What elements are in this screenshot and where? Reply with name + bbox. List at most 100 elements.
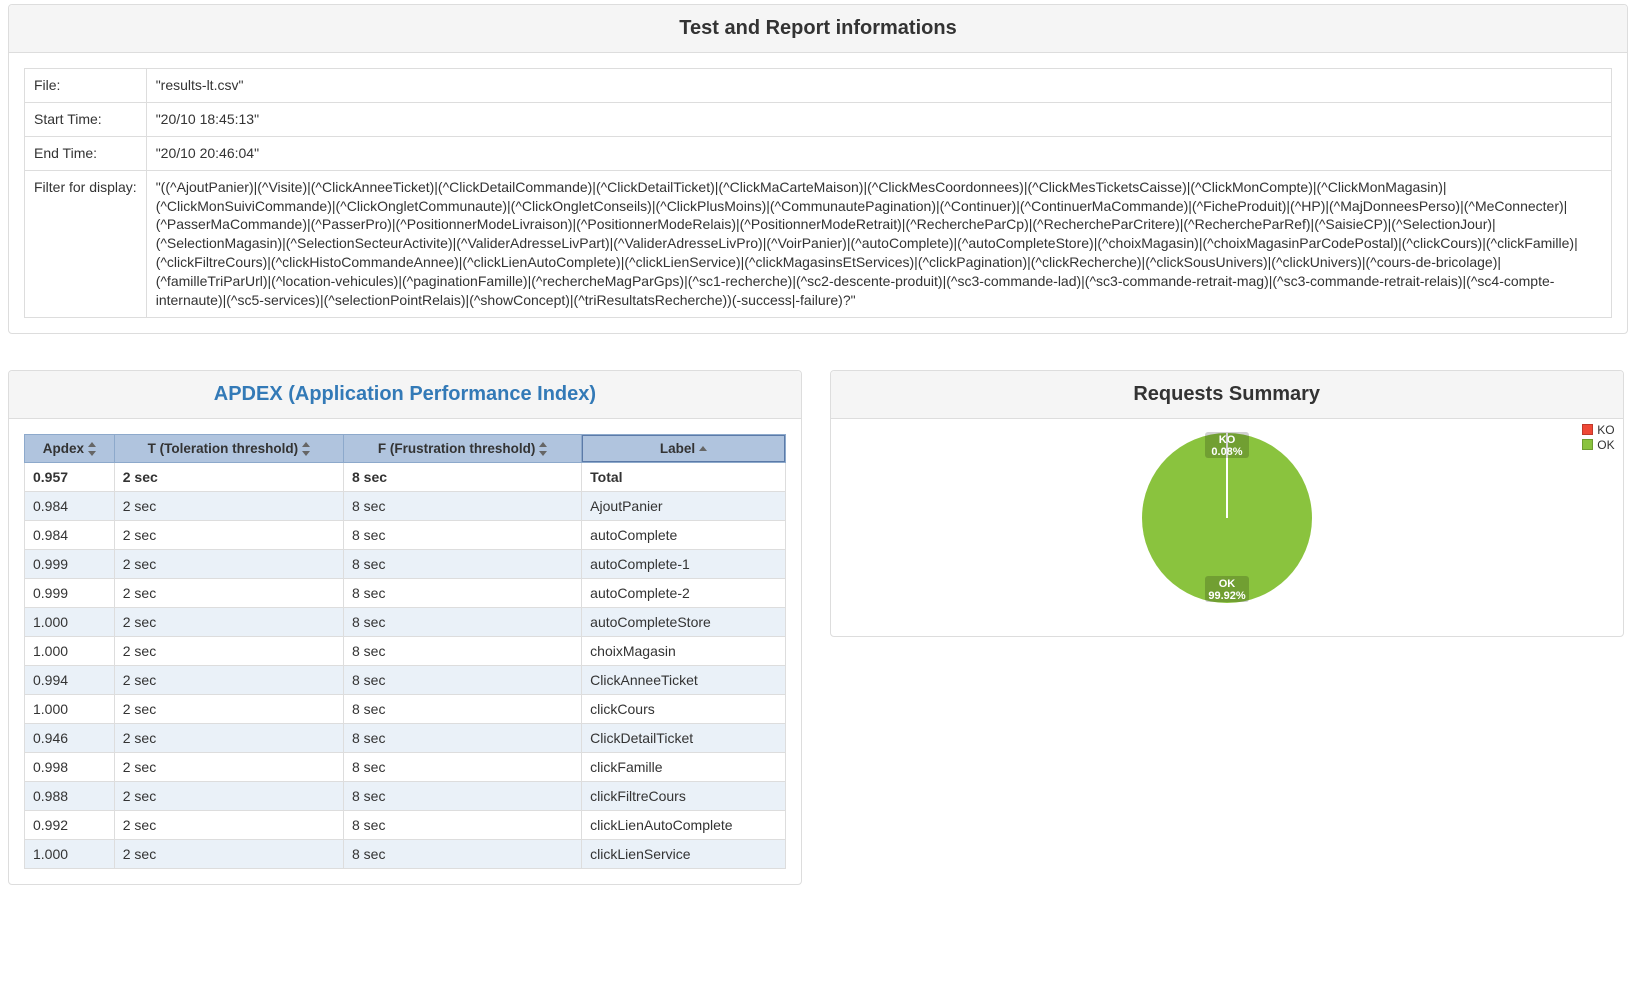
- apdex-cell-t: 2 sec: [114, 463, 343, 492]
- table-row: 0.9462 sec8 secClickDetailTicket: [25, 724, 786, 753]
- apdex-cell-label: clickFiltreCours: [582, 782, 786, 811]
- info-key: End Time:: [25, 136, 147, 170]
- pie-legend: KOOK: [1582, 423, 1614, 453]
- apdex-cell-apdex: 0.998: [25, 753, 115, 782]
- apdex-cell-t: 2 sec: [114, 637, 343, 666]
- apdex-cell-t: 2 sec: [114, 666, 343, 695]
- apdex-heading: APDEX (Application Performance Index): [9, 371, 801, 419]
- apdex-cell-apdex: 0.999: [25, 550, 115, 579]
- requests-summary-body: KOOK KO0.08%OK99.92%: [831, 419, 1623, 636]
- apdex-cell-label: AjoutPanier: [582, 492, 786, 521]
- apdex-cell-t: 2 sec: [114, 753, 343, 782]
- apdex-col-header[interactable]: Apdex: [25, 434, 115, 462]
- table-row: 0.9572 sec8 secTotal: [25, 463, 786, 492]
- svg-text:OK: OK: [1218, 578, 1235, 590]
- apdex-cell-t: 2 sec: [114, 724, 343, 753]
- apdex-cell-f: 8 sec: [343, 811, 581, 840]
- apdex-cell-f: 8 sec: [343, 753, 581, 782]
- apdex-cell-apdex: 0.946: [25, 724, 115, 753]
- info-row: Start Time:"20/10 18:45:13": [25, 102, 1612, 136]
- apdex-cell-apdex: 1.000: [25, 608, 115, 637]
- apdex-cell-label: clickLienService: [582, 840, 786, 869]
- info-value: "20/10 18:45:13": [146, 102, 1611, 136]
- pie-label-ko: KO0.08%: [1205, 432, 1249, 458]
- apdex-table: ApdexT (Toleration threshold)F (Frustrat…: [24, 434, 786, 869]
- test-info-heading: Test and Report informations: [9, 5, 1627, 53]
- apdex-cell-label: autoComplete: [582, 521, 786, 550]
- apdex-cell-label: ClickDetailTicket: [582, 724, 786, 753]
- info-key: Start Time:: [25, 102, 147, 136]
- apdex-col-header[interactable]: T (Toleration threshold): [114, 434, 343, 462]
- apdex-cell-apdex: 1.000: [25, 840, 115, 869]
- requests-summary-heading: Requests Summary: [831, 371, 1623, 419]
- apdex-cell-label: clickCours: [582, 695, 786, 724]
- requests-summary-title: Requests Summary: [846, 383, 1608, 406]
- svg-text:0.08%: 0.08%: [1211, 446, 1242, 458]
- info-row: Filter for display:"((^AjoutPanier)|(^Vi…: [25, 170, 1612, 317]
- apdex-cell-apdex: 0.988: [25, 782, 115, 811]
- apdex-cell-t: 2 sec: [114, 608, 343, 637]
- table-row: 1.0002 sec8 secclickLienService: [25, 840, 786, 869]
- apdex-cell-apdex: 0.957: [25, 463, 115, 492]
- apdex-cell-label: autoComplete-2: [582, 579, 786, 608]
- apdex-cell-apdex: 0.984: [25, 521, 115, 550]
- apdex-cell-t: 2 sec: [114, 695, 343, 724]
- info-value: "((^AjoutPanier)|(^Visite)|(^ClickAnneeT…: [146, 170, 1611, 317]
- legend-item: KO: [1582, 423, 1614, 437]
- svg-text:99.92%: 99.92%: [1208, 590, 1246, 602]
- apdex-panel: APDEX (Application Performance Index) Ap…: [8, 370, 802, 885]
- requests-summary-panel: Requests Summary KOOK KO0.08%OK99.92%: [830, 370, 1624, 637]
- apdex-cell-f: 8 sec: [343, 840, 581, 869]
- table-row: 0.9842 sec8 secautoComplete: [25, 521, 786, 550]
- apdex-col-header[interactable]: Label: [582, 434, 786, 462]
- apdex-cell-apdex: 0.994: [25, 666, 115, 695]
- info-key: File:: [25, 69, 147, 103]
- info-key: Filter for display:: [25, 170, 147, 317]
- apdex-cell-f: 8 sec: [343, 724, 581, 753]
- apdex-cell-apdex: 0.992: [25, 811, 115, 840]
- test-info-title: Test and Report informations: [24, 17, 1612, 40]
- apdex-cell-apdex: 0.984: [25, 492, 115, 521]
- apdex-cell-label: Total: [582, 463, 786, 492]
- legend-swatch: [1582, 424, 1593, 435]
- legend-label: OK: [1597, 438, 1614, 452]
- apdex-cell-f: 8 sec: [343, 666, 581, 695]
- apdex-col-header[interactable]: F (Frustration threshold): [343, 434, 581, 462]
- apdex-cell-f: 8 sec: [343, 579, 581, 608]
- table-row: 0.9842 sec8 secAjoutPanier: [25, 492, 786, 521]
- table-row: 0.9992 sec8 secautoComplete-1: [25, 550, 786, 579]
- apdex-cell-f: 8 sec: [343, 463, 581, 492]
- apdex-title: APDEX (Application Performance Index): [24, 383, 786, 406]
- apdex-cell-t: 2 sec: [114, 492, 343, 521]
- table-row: 1.0002 sec8 secclickCours: [25, 695, 786, 724]
- apdex-cell-label: choixMagasin: [582, 637, 786, 666]
- apdex-cell-t: 2 sec: [114, 521, 343, 550]
- legend-item: OK: [1582, 438, 1614, 452]
- info-value: "results-lt.csv": [146, 69, 1611, 103]
- table-row: 1.0002 sec8 secchoixMagasin: [25, 637, 786, 666]
- apdex-cell-f: 8 sec: [343, 521, 581, 550]
- svg-text:KO: KO: [1218, 434, 1235, 446]
- apdex-cell-label: autoComplete-1: [582, 550, 786, 579]
- requests-pie-chart: KO0.08% OK99.92%: [1137, 423, 1317, 618]
- apdex-cell-label: ClickAnneeTicket: [582, 666, 786, 695]
- info-value: "20/10 20:46:04": [146, 136, 1611, 170]
- table-row: 0.9982 sec8 secclickFamille: [25, 753, 786, 782]
- test-info-table: File:"results-lt.csv"Start Time:"20/10 1…: [24, 68, 1612, 318]
- info-row: File:"results-lt.csv": [25, 69, 1612, 103]
- legend-label: KO: [1597, 423, 1614, 437]
- apdex-cell-f: 8 sec: [343, 637, 581, 666]
- table-row: 0.9942 sec8 secClickAnneeTicket: [25, 666, 786, 695]
- test-info-panel: Test and Report informations File:"resul…: [8, 4, 1628, 334]
- table-row: 0.9922 sec8 secclickLienAutoComplete: [25, 811, 786, 840]
- apdex-cell-t: 2 sec: [114, 550, 343, 579]
- test-info-body: File:"results-lt.csv"Start Time:"20/10 1…: [9, 53, 1627, 333]
- apdex-cell-apdex: 1.000: [25, 695, 115, 724]
- apdex-cell-t: 2 sec: [114, 579, 343, 608]
- apdex-cell-f: 8 sec: [343, 782, 581, 811]
- apdex-cell-t: 2 sec: [114, 840, 343, 869]
- apdex-cell-label: clickLienAutoComplete: [582, 811, 786, 840]
- apdex-cell-label: clickFamille: [582, 753, 786, 782]
- apdex-cell-f: 8 sec: [343, 550, 581, 579]
- apdex-cell-f: 8 sec: [343, 492, 581, 521]
